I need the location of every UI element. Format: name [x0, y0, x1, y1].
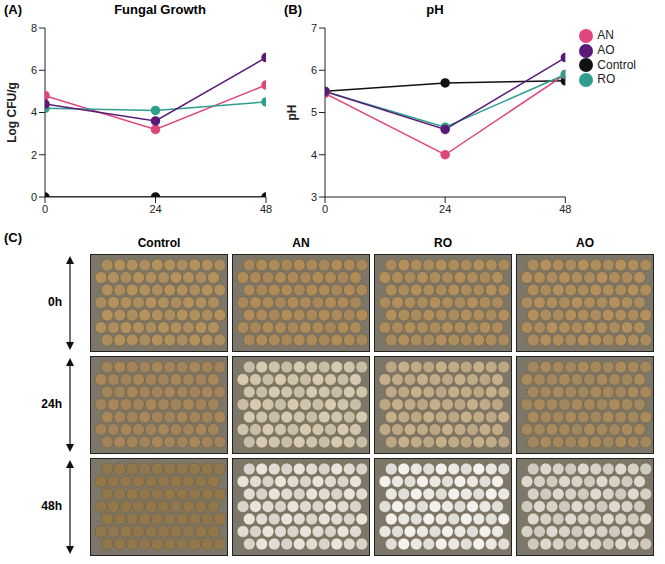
- html-text:AN: AN: [597, 28, 614, 42]
- html-text:AO: AO: [576, 236, 594, 250]
- html-text:(B): (B): [284, 2, 302, 17]
- svg-text:48: 48: [559, 203, 571, 215]
- html-text:0h: 0h: [48, 295, 62, 309]
- svg-text:7: 7: [311, 22, 317, 34]
- svg-text:6: 6: [31, 64, 37, 76]
- html-text:AN: AN: [292, 236, 310, 250]
- svg-text:4: 4: [311, 149, 317, 161]
- html-text:(C): (C): [4, 230, 22, 245]
- html-text:Fungal Growth: Fungal Growth: [114, 2, 206, 17]
- html-text:pH: pH: [426, 2, 444, 17]
- html-text:Control: Control: [597, 57, 636, 72]
- html-text:RO: RO: [434, 236, 452, 250]
- svg-text:48: 48: [260, 203, 272, 215]
- svg-text:24: 24: [149, 203, 161, 215]
- html-text:RO: RO: [597, 72, 616, 87]
- svg-text:5: 5: [311, 106, 317, 118]
- svg-text:6: 6: [311, 64, 317, 76]
- html-text:(A): (A): [4, 2, 22, 17]
- svg-text:0: 0: [322, 203, 328, 215]
- svg-text:Log CFU/g: Log CFU/g: [5, 82, 19, 143]
- svg-text:24: 24: [439, 203, 451, 215]
- svg-text:0: 0: [31, 191, 37, 203]
- html-text:AO: AO: [597, 42, 615, 57]
- svg-text:2: 2: [31, 149, 37, 161]
- svg-text:3: 3: [311, 191, 317, 203]
- html-text:24h: 24h: [41, 397, 62, 411]
- html-text:48h: 48h: [41, 499, 62, 513]
- svg-text:pH: pH: [285, 105, 299, 121]
- html-text:Control: Control: [137, 236, 181, 250]
- svg-text:0: 0: [42, 203, 48, 215]
- svg-text:4: 4: [31, 106, 37, 118]
- svg-text:8: 8: [31, 22, 37, 34]
